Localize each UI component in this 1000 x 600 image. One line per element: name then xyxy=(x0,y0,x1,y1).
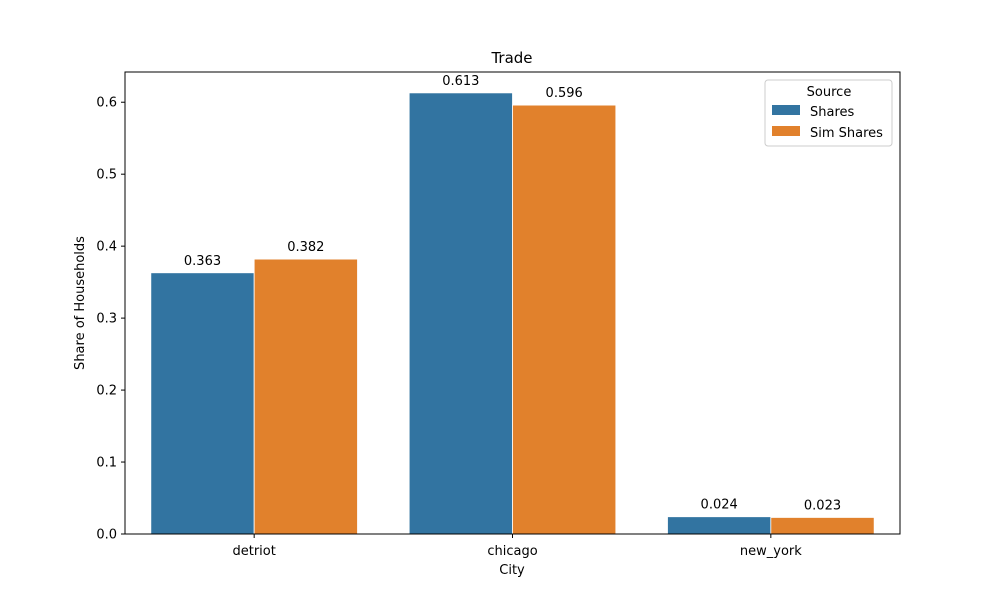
legend-label-sim-shares: Sim Shares xyxy=(810,126,883,141)
bar-value-label: 0.023 xyxy=(804,498,841,513)
y-axis: 0.0 0.1 0.2 0.3 0.4 0.5 0.6 xyxy=(96,96,125,543)
y-tick-label: 0.3 xyxy=(96,312,117,327)
x-axis: detriot chicago new_york xyxy=(232,534,802,559)
legend: Source Shares Sim Shares xyxy=(764,79,893,147)
y-tick-label: 0.6 xyxy=(96,96,117,111)
x-tick-label: detriot xyxy=(232,544,275,559)
bar-value-label: 0.613 xyxy=(442,74,479,89)
bar-value-label: 0.596 xyxy=(546,86,583,101)
y-tick-label: 0.4 xyxy=(96,240,117,255)
y-tick-label: 0.1 xyxy=(96,456,117,471)
bar-labels-group: 0.363 0.382 0.613 0.596 0.024 0.023 xyxy=(184,74,841,514)
bar-value-label: 0.363 xyxy=(184,254,221,269)
legend-swatch-sim-shares xyxy=(772,126,800,136)
x-axis-label: City xyxy=(499,563,525,578)
x-tick-label: new_york xyxy=(740,544,802,559)
bars-group xyxy=(150,92,875,535)
y-tick-label: 0.2 xyxy=(96,384,117,399)
legend-swatch-shares xyxy=(772,105,800,115)
legend-title: Source xyxy=(807,85,852,100)
chart-title: Trade xyxy=(490,49,532,67)
bar-shares-new_york xyxy=(667,516,772,535)
bar-value-label: 0.024 xyxy=(701,498,738,513)
y-tick-label: 0.0 xyxy=(96,528,117,543)
bar-sim-shares-chicago xyxy=(512,104,617,535)
legend-label-shares: Shares xyxy=(810,105,855,120)
bar-sim-shares-new_york xyxy=(770,517,875,535)
bar-shares-detriot xyxy=(150,272,255,535)
bar-sim-shares-detriot xyxy=(253,258,358,535)
bar-shares-chicago xyxy=(408,92,513,535)
plot-frame xyxy=(124,71,901,535)
y-axis-label: Share of Households xyxy=(73,236,88,370)
bar-value-label: 0.382 xyxy=(287,240,324,255)
x-tick-label: chicago xyxy=(487,544,537,559)
y-tick-label: 0.5 xyxy=(96,168,117,183)
